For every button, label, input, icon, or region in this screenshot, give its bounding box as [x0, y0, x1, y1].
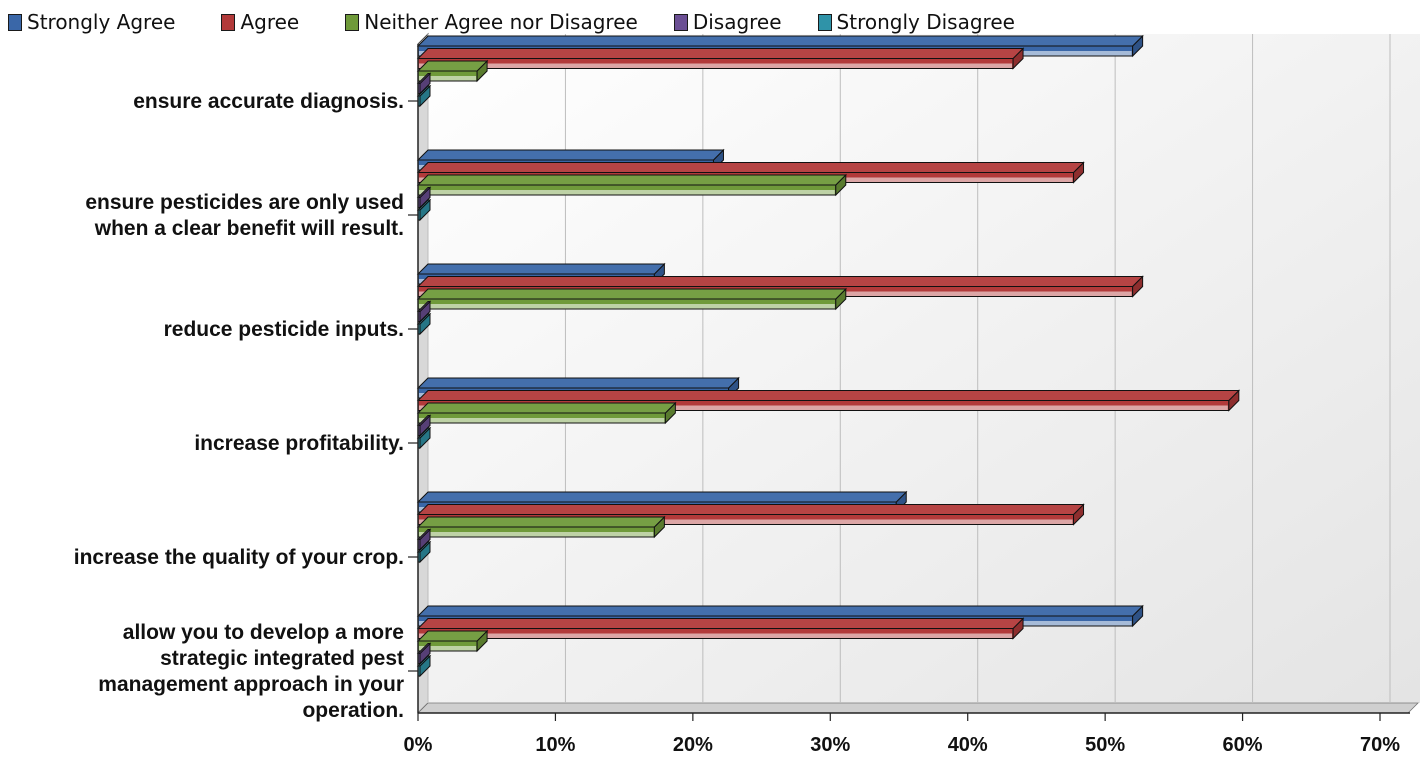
bar-top-face	[416, 618, 1025, 629]
x-tick-label: 50%	[1085, 734, 1125, 756]
bar-top-face	[416, 529, 432, 540]
x-tick-label: 70%	[1360, 734, 1400, 756]
bar	[416, 389, 1241, 412]
category-label: ensure accurate diagnosis.	[133, 90, 404, 113]
legend-item: Agree	[221, 8, 299, 36]
bar	[416, 47, 1025, 70]
bar-top-face	[416, 541, 432, 553]
bar-top-face	[416, 313, 432, 325]
x-tick-label: 30%	[810, 734, 850, 756]
bar-top-face	[416, 504, 1085, 515]
bar	[416, 84, 432, 108]
bar	[416, 515, 666, 539]
legend-label: Agree	[240, 10, 300, 34]
bar	[416, 617, 1025, 640]
bar-top-face	[416, 60, 489, 72]
bar-highlight	[419, 532, 654, 537]
bar	[416, 59, 489, 83]
bar-highlight	[419, 76, 477, 81]
bar-highlight	[419, 63, 1013, 68]
bar-top-face	[416, 377, 740, 389]
category-label: reduce pesticide inputs.	[164, 318, 404, 341]
bar-top-face	[416, 491, 908, 503]
category-label: management approach in your	[98, 673, 404, 696]
x-tick-label: 10%	[535, 734, 575, 756]
legend-label: Disagree	[692, 10, 782, 34]
bar-top-face	[416, 85, 432, 97]
category-label: when a clear benefit will result.	[94, 217, 404, 240]
bar-top-face	[416, 48, 1025, 59]
bar-top-face	[416, 630, 489, 642]
bar-highlight	[419, 646, 477, 651]
bar	[416, 426, 432, 450]
bar	[416, 300, 432, 323]
bar-top-face	[416, 73, 432, 84]
legend-item: Disagree	[673, 8, 782, 36]
bar-top-face	[416, 35, 1144, 47]
category-label: increase the quality of your crop.	[74, 546, 404, 569]
legend-swatch	[221, 13, 236, 31]
legend-swatch	[673, 13, 688, 31]
bar-highlight	[419, 633, 1013, 638]
bar	[416, 654, 432, 678]
bar-top-face	[416, 199, 432, 211]
category-label: allow you to develop a more	[123, 621, 404, 644]
bar-top-face	[416, 187, 432, 198]
legend-item: Strongly Disagree	[817, 8, 1015, 36]
bar	[416, 629, 489, 653]
category-label: increase profitability.	[194, 432, 404, 455]
bar-highlight	[419, 418, 665, 423]
bar-highlight	[419, 190, 835, 195]
bar-top-face	[416, 655, 432, 667]
bar-top-face	[416, 276, 1144, 287]
bar-top-face	[416, 390, 1241, 401]
bar-top-face	[416, 174, 847, 186]
plot-floor	[417, 702, 1419, 714]
x-tick-label: 0%	[404, 734, 433, 756]
bar-top-face	[416, 263, 666, 275]
legend-swatch	[345, 13, 360, 31]
legend-label: Neither Agree nor Disagree	[364, 10, 638, 34]
plot-back-wall	[428, 34, 1420, 703]
x-tick-label: 20%	[673, 734, 713, 756]
legend-label: Strongly Agree	[27, 10, 176, 34]
bar-top-face	[416, 149, 725, 161]
category-label: operation.	[302, 699, 404, 722]
bar-top-face	[416, 427, 432, 439]
legend-item: Strongly Agree	[8, 8, 175, 36]
bar	[416, 414, 432, 437]
legend: Strongly Agree Agree Neither Agree nor Dis…	[8, 8, 1015, 36]
legend-swatch	[817, 13, 832, 31]
bar-top-face	[416, 288, 847, 300]
category-label: ensure pesticides are only used	[85, 191, 404, 214]
bar	[416, 287, 847, 311]
bar-highlight	[419, 304, 835, 309]
bar	[416, 198, 432, 222]
bar	[416, 540, 432, 564]
bar-top-face	[416, 516, 666, 528]
bar-top-face	[416, 301, 432, 312]
bar	[416, 503, 1085, 526]
bar	[416, 401, 677, 425]
bar-top-face	[416, 643, 432, 654]
legend-swatch	[8, 13, 22, 31]
bar-highlight	[419, 405, 1228, 410]
bar-top-face	[416, 605, 1144, 617]
legend-item: Neither Agree nor Disagree	[345, 8, 638, 36]
x-tick-label: 60%	[1223, 734, 1263, 756]
bar	[416, 312, 432, 336]
bar-top-face	[416, 402, 677, 414]
x-tick-label: 40%	[948, 734, 988, 756]
legend-label: Strongly Disagree	[836, 10, 1015, 34]
bar-top-face	[416, 415, 432, 426]
bar-top-face	[416, 162, 1085, 173]
bar-highlight	[419, 519, 1073, 524]
category-label: strategic integrated pest	[160, 647, 404, 670]
bar	[416, 173, 847, 197]
